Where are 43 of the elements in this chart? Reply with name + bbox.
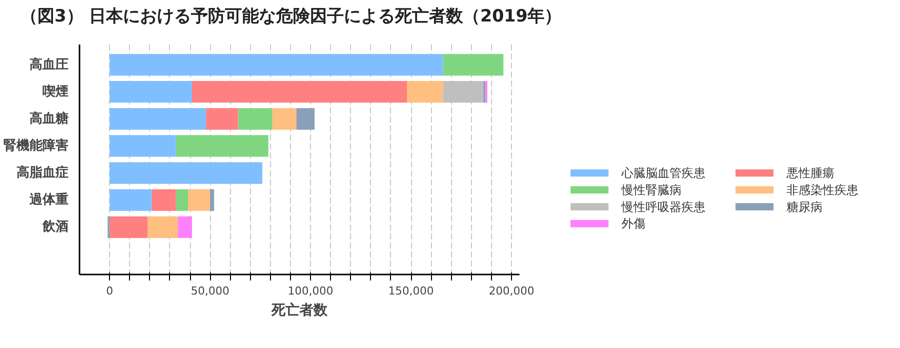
bar <box>110 189 152 211</box>
x-axis-title: 死亡者数 <box>270 302 328 318</box>
y-tick-label: 腎機能障害 <box>4 137 68 154</box>
bar <box>176 189 188 211</box>
bar <box>443 54 504 76</box>
bar <box>178 216 192 238</box>
legend-label: 慢性呼吸器疾患 <box>620 200 706 214</box>
legend-label: 慢性腎臓病 <box>620 182 682 197</box>
x-tick-label: 200,000 <box>488 284 534 298</box>
bar <box>443 81 484 103</box>
chart-title: （図3） 日本における予防可能な危険因子による死亡者数（2019年） <box>20 6 562 26</box>
bar <box>238 108 272 130</box>
bar <box>110 162 262 184</box>
bar <box>110 135 176 157</box>
bar <box>110 108 206 130</box>
x-tick-label: 0 <box>106 284 114 298</box>
y-tick-label: 過体重 <box>28 192 68 208</box>
legend-label: 外傷 <box>622 216 646 231</box>
bar <box>192 81 407 103</box>
bar <box>176 135 268 157</box>
y-tick-label: 喫煙 <box>42 84 68 100</box>
legend-label: 非感染性疾患 <box>786 182 858 197</box>
x-tick-label: 100,000 <box>288 284 334 298</box>
x-tick-label: 50,000 <box>190 284 230 298</box>
bar <box>152 189 176 211</box>
bar <box>406 81 444 103</box>
bar <box>296 108 315 130</box>
bar <box>188 189 210 211</box>
bar <box>210 189 214 211</box>
y-tick-label: 高血糖 <box>30 110 68 126</box>
bar <box>110 81 192 103</box>
bar <box>272 108 296 130</box>
bar <box>206 108 238 130</box>
x-tick-label: 150,000 <box>388 284 434 298</box>
y-tick-label: 高血圧 <box>30 56 68 72</box>
bar <box>110 216 148 238</box>
bar <box>148 216 178 238</box>
legend-label: 心臓脳血管疾患 <box>620 166 706 180</box>
bar <box>110 54 444 76</box>
y-tick-label: 飲酒 <box>42 218 68 235</box>
legend-label: 糖尿病 <box>786 200 822 214</box>
y-tick-label: 高脂血症 <box>16 164 68 181</box>
legend-label: 悪性腫瘍 <box>786 166 834 180</box>
